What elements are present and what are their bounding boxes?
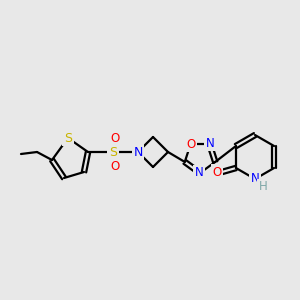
Text: O: O (110, 160, 120, 172)
Text: O: O (186, 138, 195, 151)
Text: S: S (109, 146, 117, 158)
Text: O: O (110, 131, 120, 145)
Text: N: N (250, 172, 260, 185)
Text: H: H (259, 181, 267, 194)
Text: N: N (206, 136, 215, 150)
Text: S: S (64, 131, 72, 145)
Text: N: N (133, 146, 143, 158)
Text: N: N (195, 167, 203, 179)
Text: O: O (212, 166, 222, 178)
